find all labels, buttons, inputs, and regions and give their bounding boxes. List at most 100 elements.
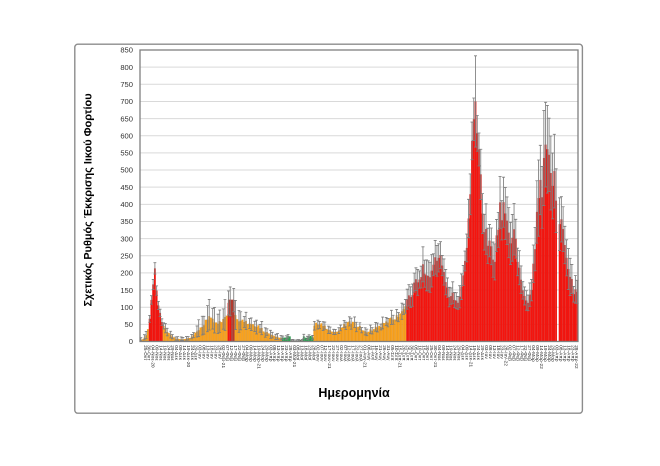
svg-text:19-Μαρ: 19-Μαρ — [543, 345, 548, 362]
svg-text:18-Ιαν: 18-Ιαν — [209, 345, 214, 359]
svg-text:08-Απρ: 08-Απρ — [559, 345, 564, 362]
svg-text:21-Αυγ: 21-Αυγ — [378, 345, 383, 361]
svg-text:0: 0 — [129, 337, 133, 346]
svg-text:250: 250 — [120, 251, 133, 260]
svg-text:300: 300 — [120, 234, 133, 243]
svg-text:07-Ιουν: 07-Ιουν — [319, 345, 324, 362]
svg-text:25-Οκτ: 25-Οκτ — [429, 345, 434, 360]
svg-text:450: 450 — [120, 183, 133, 192]
svg-text:02-Ιουν: 02-Ιουν — [315, 345, 320, 362]
svg-text:03-Μαϊ-21: 03-Μαϊ-21 — [292, 345, 297, 367]
svg-text:28-Μαϊ: 28-Μαϊ — [311, 345, 316, 361]
svg-text:350: 350 — [120, 217, 133, 226]
svg-text:30-Σεπ: 30-Σεπ — [409, 345, 414, 361]
svg-text:30-Οκτ: 30-Οκτ — [147, 345, 152, 360]
svg-text:28-Ιαν-22: 28-Ιαν-22 — [504, 345, 509, 366]
svg-text:22-Ιουν: 22-Ιουν — [331, 345, 336, 362]
svg-text:10-Οκτ: 10-Οκτ — [417, 345, 422, 360]
svg-text:14-Μαρ-22: 14-Μαρ-22 — [539, 345, 544, 369]
svg-text:Σχετικός Ρυθμός Έκκρισης Ιικού: Σχετικός Ρυθμός Έκκρισης Ιικού Φορτίου — [83, 93, 95, 306]
svg-text:03-Ιαν: 03-Ιαν — [198, 345, 203, 359]
svg-text:29-Μαρ: 29-Μαρ — [264, 345, 269, 362]
svg-text:18-Ιαν: 18-Ιαν — [496, 345, 501, 359]
svg-text:23-Ιαν: 23-Ιαν — [500, 345, 505, 359]
svg-text:06-Αυγ: 06-Αυγ — [366, 345, 371, 361]
svg-text:20-Οκτ: 20-Οκτ — [425, 345, 430, 360]
svg-text:24-Μαρ: 24-Μαρ — [547, 345, 552, 362]
svg-text:25-Οκτ: 25-Οκτ — [143, 345, 148, 360]
svg-text:03-Ιαν: 03-Ιαν — [484, 345, 489, 359]
svg-text:11-Αυγ: 11-Αυγ — [370, 345, 375, 361]
svg-text:03-Απρ: 03-Απρ — [555, 345, 560, 362]
svg-text:09-Δεκ: 09-Δεκ — [178, 345, 183, 361]
svg-text:22-Ιουλ: 22-Ιουλ — [355, 345, 360, 362]
svg-text:17-Ιουλ: 17-Ιουλ — [351, 345, 356, 362]
svg-text:400: 400 — [120, 200, 133, 209]
svg-text:500: 500 — [120, 166, 133, 175]
svg-text:28-Απρ-22: 28-Απρ-22 — [574, 345, 579, 369]
svg-text:13-Ιαν: 13-Ιαν — [492, 345, 497, 359]
svg-text:13-Απρ: 13-Απρ — [276, 345, 281, 362]
svg-text:24-Νοε: 24-Νοε — [166, 345, 171, 360]
svg-text:02-Φεβ: 02-Φεβ — [508, 345, 513, 361]
svg-text:25-Σεπ: 25-Σεπ — [406, 345, 411, 361]
svg-text:30-Οκτ-21: 30-Οκτ-21 — [433, 345, 438, 368]
svg-text:23-Μαϊ: 23-Μαϊ — [308, 345, 313, 361]
svg-text:04-Μαρ: 04-Μαρ — [245, 345, 250, 362]
svg-text:12-Ιουν: 12-Ιουν — [323, 345, 328, 362]
svg-text:02-Φεβ-21: 02-Φεβ-21 — [221, 345, 226, 368]
svg-text:27-Φεβ: 27-Φεβ — [527, 345, 532, 361]
svg-text:14-Νοε: 14-Νοε — [158, 345, 163, 360]
svg-text:19-Νοε: 19-Νοε — [162, 345, 167, 360]
svg-text:24-Νοε: 24-Νοε — [453, 345, 458, 360]
svg-text:13-Ιαν: 13-Ιαν — [206, 345, 211, 359]
svg-text:17-Φεβ: 17-Φεβ — [233, 345, 238, 361]
svg-text:150: 150 — [120, 286, 133, 295]
svg-text:18-Μαϊ: 18-Μαϊ — [304, 345, 309, 361]
svg-text:750: 750 — [120, 80, 133, 89]
svg-text:24-Δεκ: 24-Δεκ — [476, 345, 481, 361]
svg-text:24-Μαρ: 24-Μαρ — [260, 345, 265, 362]
svg-text:28-Ιαν: 28-Ιαν — [217, 345, 222, 359]
svg-text:09-Νοε: 09-Νοε — [155, 345, 160, 360]
svg-text:19-Δεκ: 19-Δεκ — [472, 345, 477, 361]
svg-text:12-Ιουλ: 12-Ιουλ — [347, 345, 352, 362]
svg-text:12-Φεβ: 12-Φεβ — [229, 345, 234, 361]
svg-text:200: 200 — [120, 269, 133, 278]
svg-text:13-Μαϊ: 13-Μαϊ — [300, 345, 305, 361]
svg-text:29-Δεκ: 29-Δεκ — [194, 345, 199, 361]
svg-text:850: 850 — [120, 46, 133, 55]
svg-text:09-Δεκ: 09-Δεκ — [464, 345, 469, 361]
svg-text:29-Μαρ: 29-Μαρ — [551, 345, 556, 362]
svg-text:29-Νοε: 29-Νοε — [170, 345, 175, 360]
svg-text:01-Αυγ-21: 01-Αυγ-21 — [362, 345, 367, 368]
svg-text:02-Ιουλ: 02-Ιουλ — [339, 345, 344, 362]
svg-text:600: 600 — [120, 131, 133, 140]
svg-text:20-Σεπ: 20-Σεπ — [402, 345, 407, 361]
svg-text:800: 800 — [120, 63, 133, 72]
svg-text:Ημερομηνία: Ημερομηνία — [318, 386, 390, 400]
svg-text:16-Αυγ: 16-Αυγ — [374, 345, 379, 361]
svg-text:28-Απρ: 28-Απρ — [288, 345, 293, 362]
svg-text:05-Σεπ: 05-Σεπ — [390, 345, 395, 361]
svg-text:100: 100 — [120, 303, 133, 312]
svg-text:15-Οκτ: 15-Οκτ — [421, 345, 426, 360]
svg-text:19-Μαρ-21: 19-Μαρ-21 — [257, 345, 262, 369]
svg-text:50: 50 — [125, 320, 133, 329]
svg-text:14-Νοε: 14-Νοε — [445, 345, 450, 360]
svg-text:29-Νοε: 29-Νοε — [457, 345, 462, 360]
svg-text:17-Φεβ: 17-Φεβ — [519, 345, 524, 361]
svg-text:03-Απρ: 03-Απρ — [268, 345, 273, 362]
svg-text:04-Μαρ: 04-Μαρ — [531, 345, 536, 362]
svg-text:04-Νοε-20: 04-Νοε-20 — [151, 345, 156, 368]
svg-text:07-Φεβ: 07-Φεβ — [225, 345, 230, 361]
svg-text:04-Δεκ: 04-Δεκ — [174, 345, 179, 361]
svg-text:05-Οκτ: 05-Οκτ — [413, 345, 418, 360]
svg-text:27-Φεβ: 27-Φεβ — [241, 345, 246, 361]
svg-text:08-Απρ: 08-Απρ — [272, 345, 277, 362]
svg-text:17-Ιουν-21: 17-Ιουν-21 — [327, 345, 332, 369]
svg-text:07-Φεβ: 07-Φεβ — [511, 345, 516, 361]
svg-text:15-Σεπ-21: 15-Σεπ-21 — [398, 345, 403, 368]
svg-text:08-Μαϊ: 08-Μαϊ — [296, 345, 301, 361]
svg-text:14-Δεκ-21: 14-Δεκ-21 — [468, 345, 473, 367]
